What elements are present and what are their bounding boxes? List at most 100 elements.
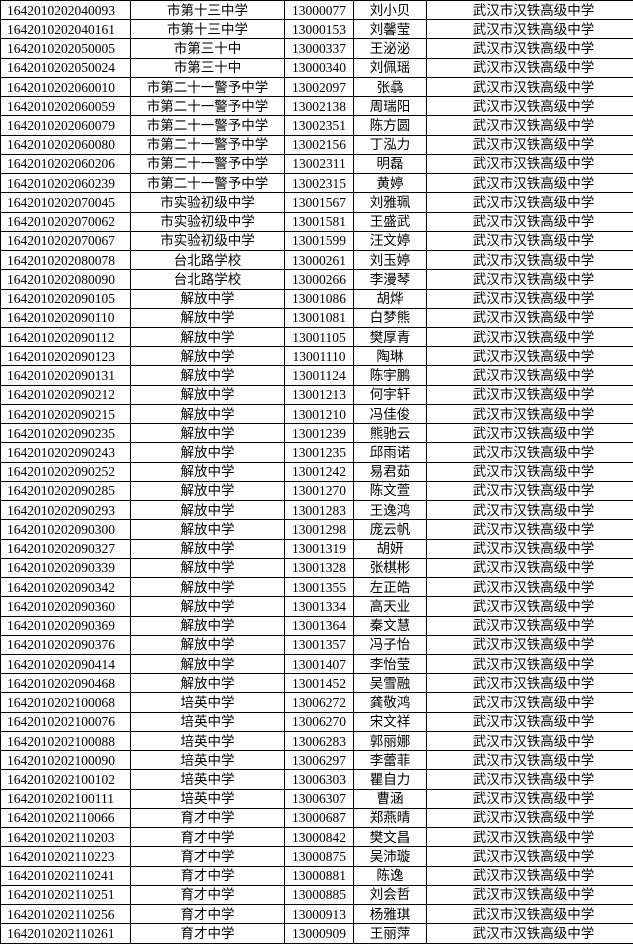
student-code-cell: 13001298 xyxy=(284,519,354,540)
table-row: 1642010202100090 培英中学 13006297 李蕾菲 武汉市汉铁高级中学 xyxy=(0,750,633,771)
table-row: 1642010202050024 市第三十中 13000340 刘佩瑶 武汉市汉铁高级中… xyxy=(0,57,633,78)
student-name-cell: 王泌泌 xyxy=(353,38,427,59)
admitted-school-cell: 武汉市汉铁高级中学 xyxy=(426,827,633,848)
student-name-cell: 左正皓 xyxy=(353,577,427,598)
student-name-cell: 陈方圆 xyxy=(353,115,427,136)
student-code-cell: 13000153 xyxy=(284,19,354,40)
admitted-school-cell: 武汉市汉铁高级中学 xyxy=(426,596,633,617)
admitted-school-cell: 武汉市汉铁高级中学 xyxy=(426,57,633,78)
origin-school-cell: 解放中学 xyxy=(130,288,285,309)
student-code-cell: 13001124 xyxy=(284,365,354,386)
origin-school-cell: 市第三十中 xyxy=(130,38,285,59)
admitted-school-cell: 武汉市汉铁高级中学 xyxy=(426,250,633,271)
student-name-cell: 刘玉婷 xyxy=(353,250,427,271)
origin-school-cell: 培英中学 xyxy=(130,788,285,809)
origin-school-cell: 解放中学 xyxy=(130,346,285,367)
admitted-school-cell: 武汉市汉铁高级中学 xyxy=(426,96,633,117)
student-name-cell: 刘雅珮 xyxy=(353,192,427,213)
table-row: 1642010202110256 育才中学 13000913 杨雅琪 武汉市汉铁高级中学 xyxy=(0,904,633,925)
admitted-school-cell: 武汉市汉铁高级中学 xyxy=(426,307,633,328)
table-row: 1642010202090342 解放中学 13001355 左正皓 武汉市汉铁高级中学 xyxy=(0,577,633,598)
exam-id-cell: 1642010202100102 xyxy=(0,769,131,790)
admitted-school-cell: 武汉市汉铁高级中学 xyxy=(426,403,633,425)
table-row: 1642010202090360 解放中学 13001334 高天业 武汉市汉铁高级中学 xyxy=(0,596,633,617)
admitted-school-cell: 武汉市汉铁高级中学 xyxy=(426,38,633,59)
student-name-cell: 丁泓力 xyxy=(353,134,427,155)
exam-id-cell: 1642010202110223 xyxy=(0,846,131,867)
admitted-school-cell: 武汉市汉铁高级中学 xyxy=(426,269,633,290)
admitted-school-cell: 武汉市汉铁高级中学 xyxy=(426,557,633,579)
exam-id-cell: 1642010202110251 xyxy=(0,884,131,906)
admitted-school-cell: 武汉市汉铁高级中学 xyxy=(426,884,633,906)
table-row: 1642010202110241 育才中学 13000881 陈逸 武汉市汉铁高级中学 xyxy=(0,865,633,886)
student-code-cell: 13001239 xyxy=(284,423,354,444)
table-row: 1642010202090376 解放中学 13001357 冯子怡 武汉市汉铁高级中学 xyxy=(0,634,633,655)
student-name-cell: 李漫琴 xyxy=(353,269,427,290)
origin-school-cell: 解放中学 xyxy=(130,577,285,598)
student-name-cell: 龚敬鸿 xyxy=(353,692,427,713)
admitted-school-cell: 武汉市汉铁高级中学 xyxy=(426,634,633,655)
admitted-school-cell: 武汉市汉铁高级中学 xyxy=(426,750,633,771)
student-name-cell: 陈宇鹏 xyxy=(353,365,427,386)
admitted-school-cell: 武汉市汉铁高级中学 xyxy=(426,153,633,175)
origin-school-cell: 解放中学 xyxy=(130,384,285,405)
student-name-cell: 周瑞阳 xyxy=(353,96,427,117)
table-row: 1642010202090243 解放中学 13001235 邱雨诺 武汉市汉铁高级中学 xyxy=(0,442,633,463)
table-row: 1642010202090235 解放中学 13001239 熊驰云 武汉市汉铁高级中学 xyxy=(0,423,633,444)
table-row: 1642010202090123 解放中学 13001110 陶琳 武汉市汉铁高级中学 xyxy=(0,346,633,367)
student-code-cell: 13000340 xyxy=(284,57,354,78)
origin-school-cell: 市第二十一警予中学 xyxy=(130,173,285,194)
table-row: 1642010202110261 育才中学 13000909 王丽萍 武汉市汉铁高级中学 xyxy=(0,923,633,944)
student-name-cell: 王逸鸿 xyxy=(353,500,427,521)
student-name-cell: 郑燕晴 xyxy=(353,807,427,829)
admitted-school-cell: 武汉市汉铁高级中学 xyxy=(426,577,633,598)
student-code-cell: 13006283 xyxy=(284,730,354,752)
exam-id-cell: 1642010202110241 xyxy=(0,865,131,886)
origin-school-cell: 培英中学 xyxy=(130,730,285,752)
student-code-cell: 13000687 xyxy=(284,807,354,829)
exam-id-cell: 1642010202080078 xyxy=(0,250,131,271)
table-row: 1642010202080090 台北路学校 13000266 李漫琴 武汉市汉铁高级中… xyxy=(0,269,633,290)
origin-school-cell: 解放中学 xyxy=(130,326,285,348)
table-row: 1642010202090252 解放中学 13001242 易君茹 武汉市汉铁高级中学 xyxy=(0,461,633,482)
origin-school-cell: 培英中学 xyxy=(130,711,285,732)
admitted-school-cell: 武汉市汉铁高级中学 xyxy=(426,230,633,252)
student-code-cell: 13000881 xyxy=(284,865,354,886)
table-row: 1642010202060080 市第二十一警予中学 13002156 丁泓力 武汉市汉… xyxy=(0,134,633,155)
student-code-cell: 13001357 xyxy=(284,634,354,655)
origin-school-cell: 解放中学 xyxy=(130,653,285,675)
exam-id-cell: 1642010202100088 xyxy=(0,730,131,752)
student-code-cell: 13001213 xyxy=(284,384,354,405)
origin-school-cell: 育才中学 xyxy=(130,807,285,829)
student-name-cell: 胡妍 xyxy=(353,538,427,559)
origin-school-cell: 解放中学 xyxy=(130,615,285,636)
student-code-cell: 13006307 xyxy=(284,788,354,809)
origin-school-cell: 解放中学 xyxy=(130,519,285,540)
student-code-cell: 13001328 xyxy=(284,557,354,579)
student-code-cell: 13000337 xyxy=(284,38,354,59)
admitted-school-cell: 武汉市汉铁高级中学 xyxy=(426,442,633,463)
admitted-school-cell: 武汉市汉铁高级中学 xyxy=(426,365,633,386)
admitted-school-cell: 武汉市汉铁高级中学 xyxy=(426,711,633,732)
origin-school-cell: 育才中学 xyxy=(130,923,285,944)
origin-school-cell: 解放中学 xyxy=(130,307,285,328)
origin-school-cell: 解放中学 xyxy=(130,500,285,521)
table-row: 1642010202060059 市第二十一警予中学 13002138 周瑞阳 武汉市汉… xyxy=(0,96,633,117)
exam-id-cell: 1642010202090376 xyxy=(0,634,131,655)
origin-school-cell: 解放中学 xyxy=(130,403,285,425)
origin-school-cell: 解放中学 xyxy=(130,634,285,655)
origin-school-cell: 台北路学校 xyxy=(130,250,285,271)
admitted-school-cell: 武汉市汉铁高级中学 xyxy=(426,384,633,405)
table-row: 1642010202090414 解放中学 13001407 李怡莹 武汉市汉铁高级中学 xyxy=(0,653,633,675)
admitted-school-cell: 武汉市汉铁高级中学 xyxy=(426,653,633,675)
admitted-school-cell: 武汉市汉铁高级中学 xyxy=(426,461,633,482)
student-name-cell: 何宇轩 xyxy=(353,384,427,405)
exam-id-cell: 1642010202070067 xyxy=(0,230,131,252)
admitted-school-cell: 武汉市汉铁高级中学 xyxy=(426,807,633,829)
origin-school-cell: 解放中学 xyxy=(130,480,285,502)
student-code-cell: 13002351 xyxy=(284,115,354,136)
student-code-cell: 13001081 xyxy=(284,307,354,328)
student-code-cell: 13001407 xyxy=(284,653,354,675)
origin-school-cell: 市第二十一警予中学 xyxy=(130,134,285,155)
